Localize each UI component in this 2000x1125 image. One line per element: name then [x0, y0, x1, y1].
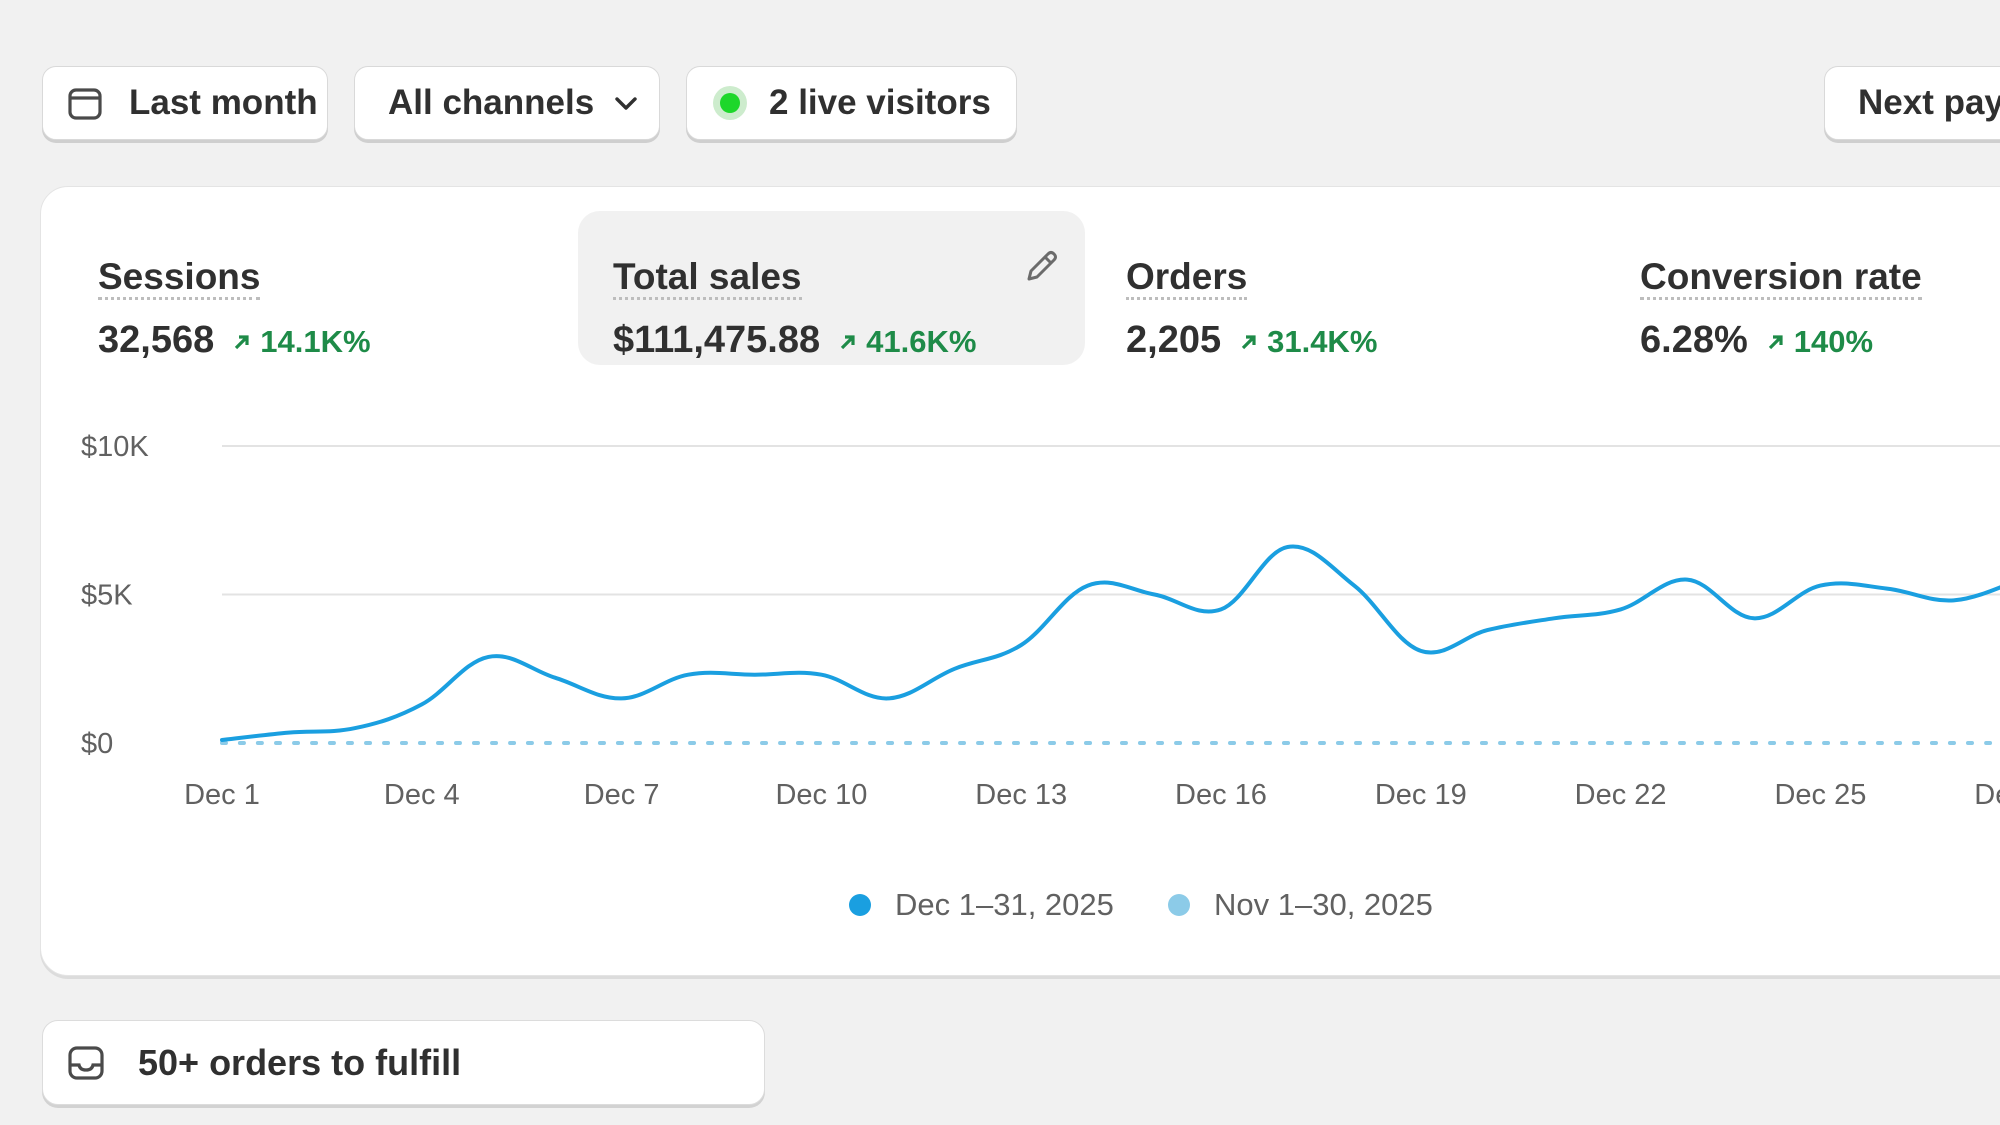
orders-to-fulfill-label: 50+ orders to fulfill	[138, 1041, 462, 1083]
metric-value: 2,205	[1126, 319, 1222, 361]
metric-change: 31.4K%	[1239, 324, 1377, 360]
next-payout-button[interactable]: Next pay	[1824, 66, 2000, 140]
legend-swatch	[849, 894, 871, 916]
x-tick-label: Dec 19	[1375, 779, 1467, 811]
channels-label: All channels	[388, 83, 595, 122]
legend-item-previous[interactable]: Nov 1–30, 2025	[1168, 887, 1433, 923]
metric-change-value: 140%	[1793, 324, 1874, 359]
metric-orders[interactable]: Orders 2,205 31.4K%	[1091, 211, 1601, 365]
live-visitors-button[interactable]: 2 live visitors	[686, 66, 1017, 140]
metric-value: 6.28%	[1640, 319, 1748, 361]
metric-change: 14.1K%	[232, 324, 371, 360]
metric-total-sales[interactable]: Total sales $111,475.88 41.6K%	[578, 211, 1085, 365]
legend-label: Nov 1–30, 2025	[1214, 887, 1433, 922]
x-tick-label: Dec 16	[1175, 779, 1267, 811]
x-tick-label: Dec 28	[1974, 779, 2000, 811]
metric-title: Total sales	[613, 258, 802, 300]
legend-swatch	[1168, 894, 1190, 916]
metric-change-value: 14.1K%	[260, 324, 371, 359]
metric-value: 32,568	[98, 319, 215, 361]
x-tick-label: Dec 22	[1575, 779, 1667, 811]
pencil-icon[interactable]	[1021, 247, 1061, 287]
y-tick-label: $0	[81, 728, 113, 760]
date-range-label: Last month	[129, 83, 318, 122]
live-visitors-label: 2 live visitors	[769, 83, 991, 122]
metric-title: Sessions	[98, 258, 261, 300]
x-tick-label: Dec 1	[184, 779, 260, 811]
date-range-button[interactable]: Last month	[42, 66, 328, 140]
metric-change-value: 41.6K%	[866, 324, 977, 359]
arrow-up-right-icon	[1241, 335, 1256, 350]
analytics-card: Sessions 32,568 14.1K% Total sales $111,…	[40, 186, 2000, 976]
arrow-up-right-icon	[841, 335, 855, 350]
channels-dropdown[interactable]: All channels	[354, 66, 660, 140]
chevron-down-icon	[615, 97, 637, 110]
y-tick-label: $5K	[81, 580, 133, 612]
series-line-current	[220, 544, 2000, 743]
arrow-up-right-icon	[235, 335, 249, 350]
metric-title: Orders	[1126, 258, 1248, 300]
y-tick-label: $10K	[81, 431, 149, 463]
x-tick-label: Dec 13	[975, 779, 1067, 811]
metric-conversion-rate[interactable]: Conversion rate 6.28% 140%	[1605, 211, 2000, 365]
metric-title: Conversion rate	[1640, 258, 1922, 300]
inbox-icon	[68, 1045, 104, 1080]
legend-label: Dec 1–31, 2025	[895, 887, 1114, 922]
arrow-up-right-icon	[1768, 335, 1783, 350]
metric-change: 41.6K%	[838, 324, 976, 360]
metric-change: 140%	[1766, 324, 1873, 360]
next-payout-label: Next pay	[1858, 83, 2000, 122]
orders-to-fulfill-card[interactable]: 50+ orders to fulfill	[42, 1020, 765, 1105]
x-tick-label: Dec 4	[384, 779, 460, 811]
x-tick-label: Dec 7	[584, 779, 660, 811]
metric-sessions[interactable]: Sessions 32,568 14.1K%	[63, 211, 573, 365]
metric-change-value: 31.4K%	[1267, 324, 1378, 359]
sales-line-chart: $0 $5K $10K Dec 1 Dec 4 Dec 7 Dec 10 Dec 13 Dec …	[81, 431, 2000, 811]
x-tick-label: Dec 10	[775, 779, 867, 811]
x-tick-label: Dec 25	[1774, 779, 1866, 811]
legend-item-current[interactable]: Dec 1–31, 2025	[849, 887, 1114, 923]
calendar-icon	[68, 88, 102, 120]
live-status-dot	[720, 93, 740, 113]
metric-value: $111,475.88	[613, 319, 821, 361]
